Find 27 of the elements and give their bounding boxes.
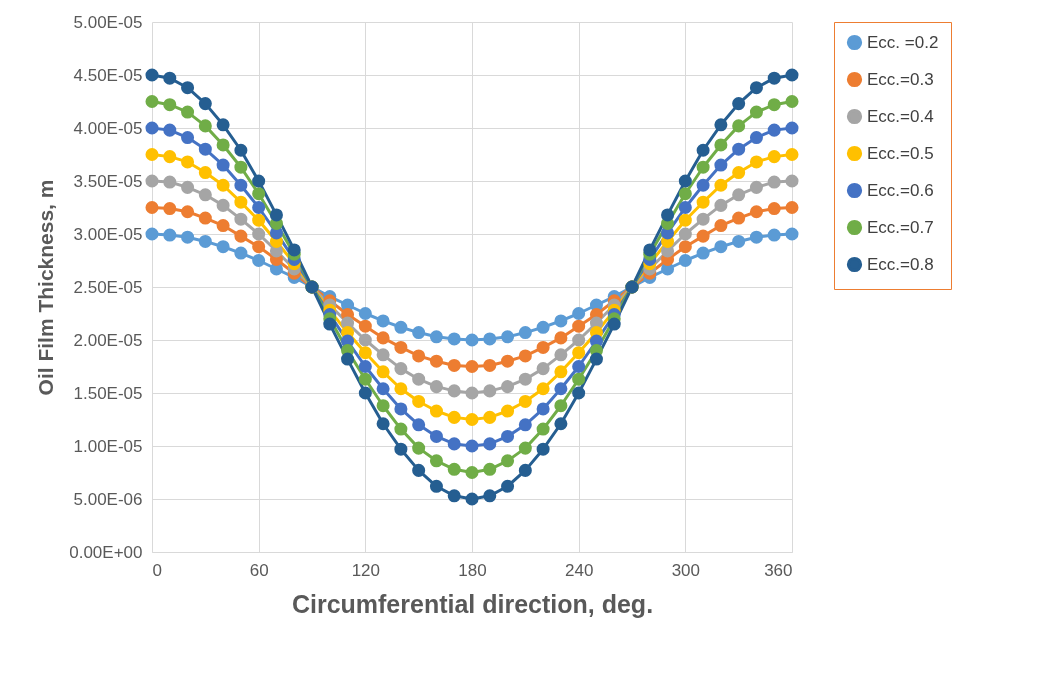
legend-label: Ecc.=0.4 — [867, 106, 934, 126]
y-tick-label: 4.00E-05 — [73, 118, 143, 138]
legend-label: Ecc.=0.5 — [867, 143, 934, 163]
y-tick-label: 0.00E+00 — [69, 542, 143, 562]
y-tick-label: 4.50E-05 — [73, 65, 143, 85]
y-tick-label: 5.00E-06 — [73, 489, 143, 509]
y-tick-label: 2.00E-05 — [73, 330, 143, 350]
y-axis-title: Oil Film Thickness, m — [34, 179, 58, 396]
legend-label: Ecc.=0.3 — [867, 69, 934, 89]
legend-label: Ecc.=0.8 — [867, 254, 934, 274]
y-tick-label: 2.50E-05 — [73, 277, 143, 297]
x-tick-label: 180 — [458, 560, 487, 580]
y-tick-label: 3.00E-05 — [73, 224, 143, 244]
x-tick-label: 300 — [671, 560, 701, 580]
y-tick-label: 3.50E-05 — [73, 171, 143, 191]
x-tick-label: 60 — [249, 560, 269, 580]
x-tick-label: 120 — [351, 560, 381, 580]
x-tick-label: 0 — [152, 560, 162, 580]
y-tick-label: 5.00E-05 — [73, 12, 143, 32]
x-tick-label: 240 — [564, 560, 594, 580]
x-tick-label: 360 — [764, 560, 793, 580]
legend-label: Ecc.=0.7 — [867, 217, 934, 237]
y-tick-label: 1.00E-05 — [73, 436, 143, 456]
x-axis-title: Circumferential direction, deg. — [291, 589, 654, 618]
legend-label: Ecc.=0.6 — [867, 180, 934, 200]
legend-label: Ecc. =0.2 — [867, 32, 939, 52]
y-tick-label: 1.50E-05 — [73, 383, 143, 403]
